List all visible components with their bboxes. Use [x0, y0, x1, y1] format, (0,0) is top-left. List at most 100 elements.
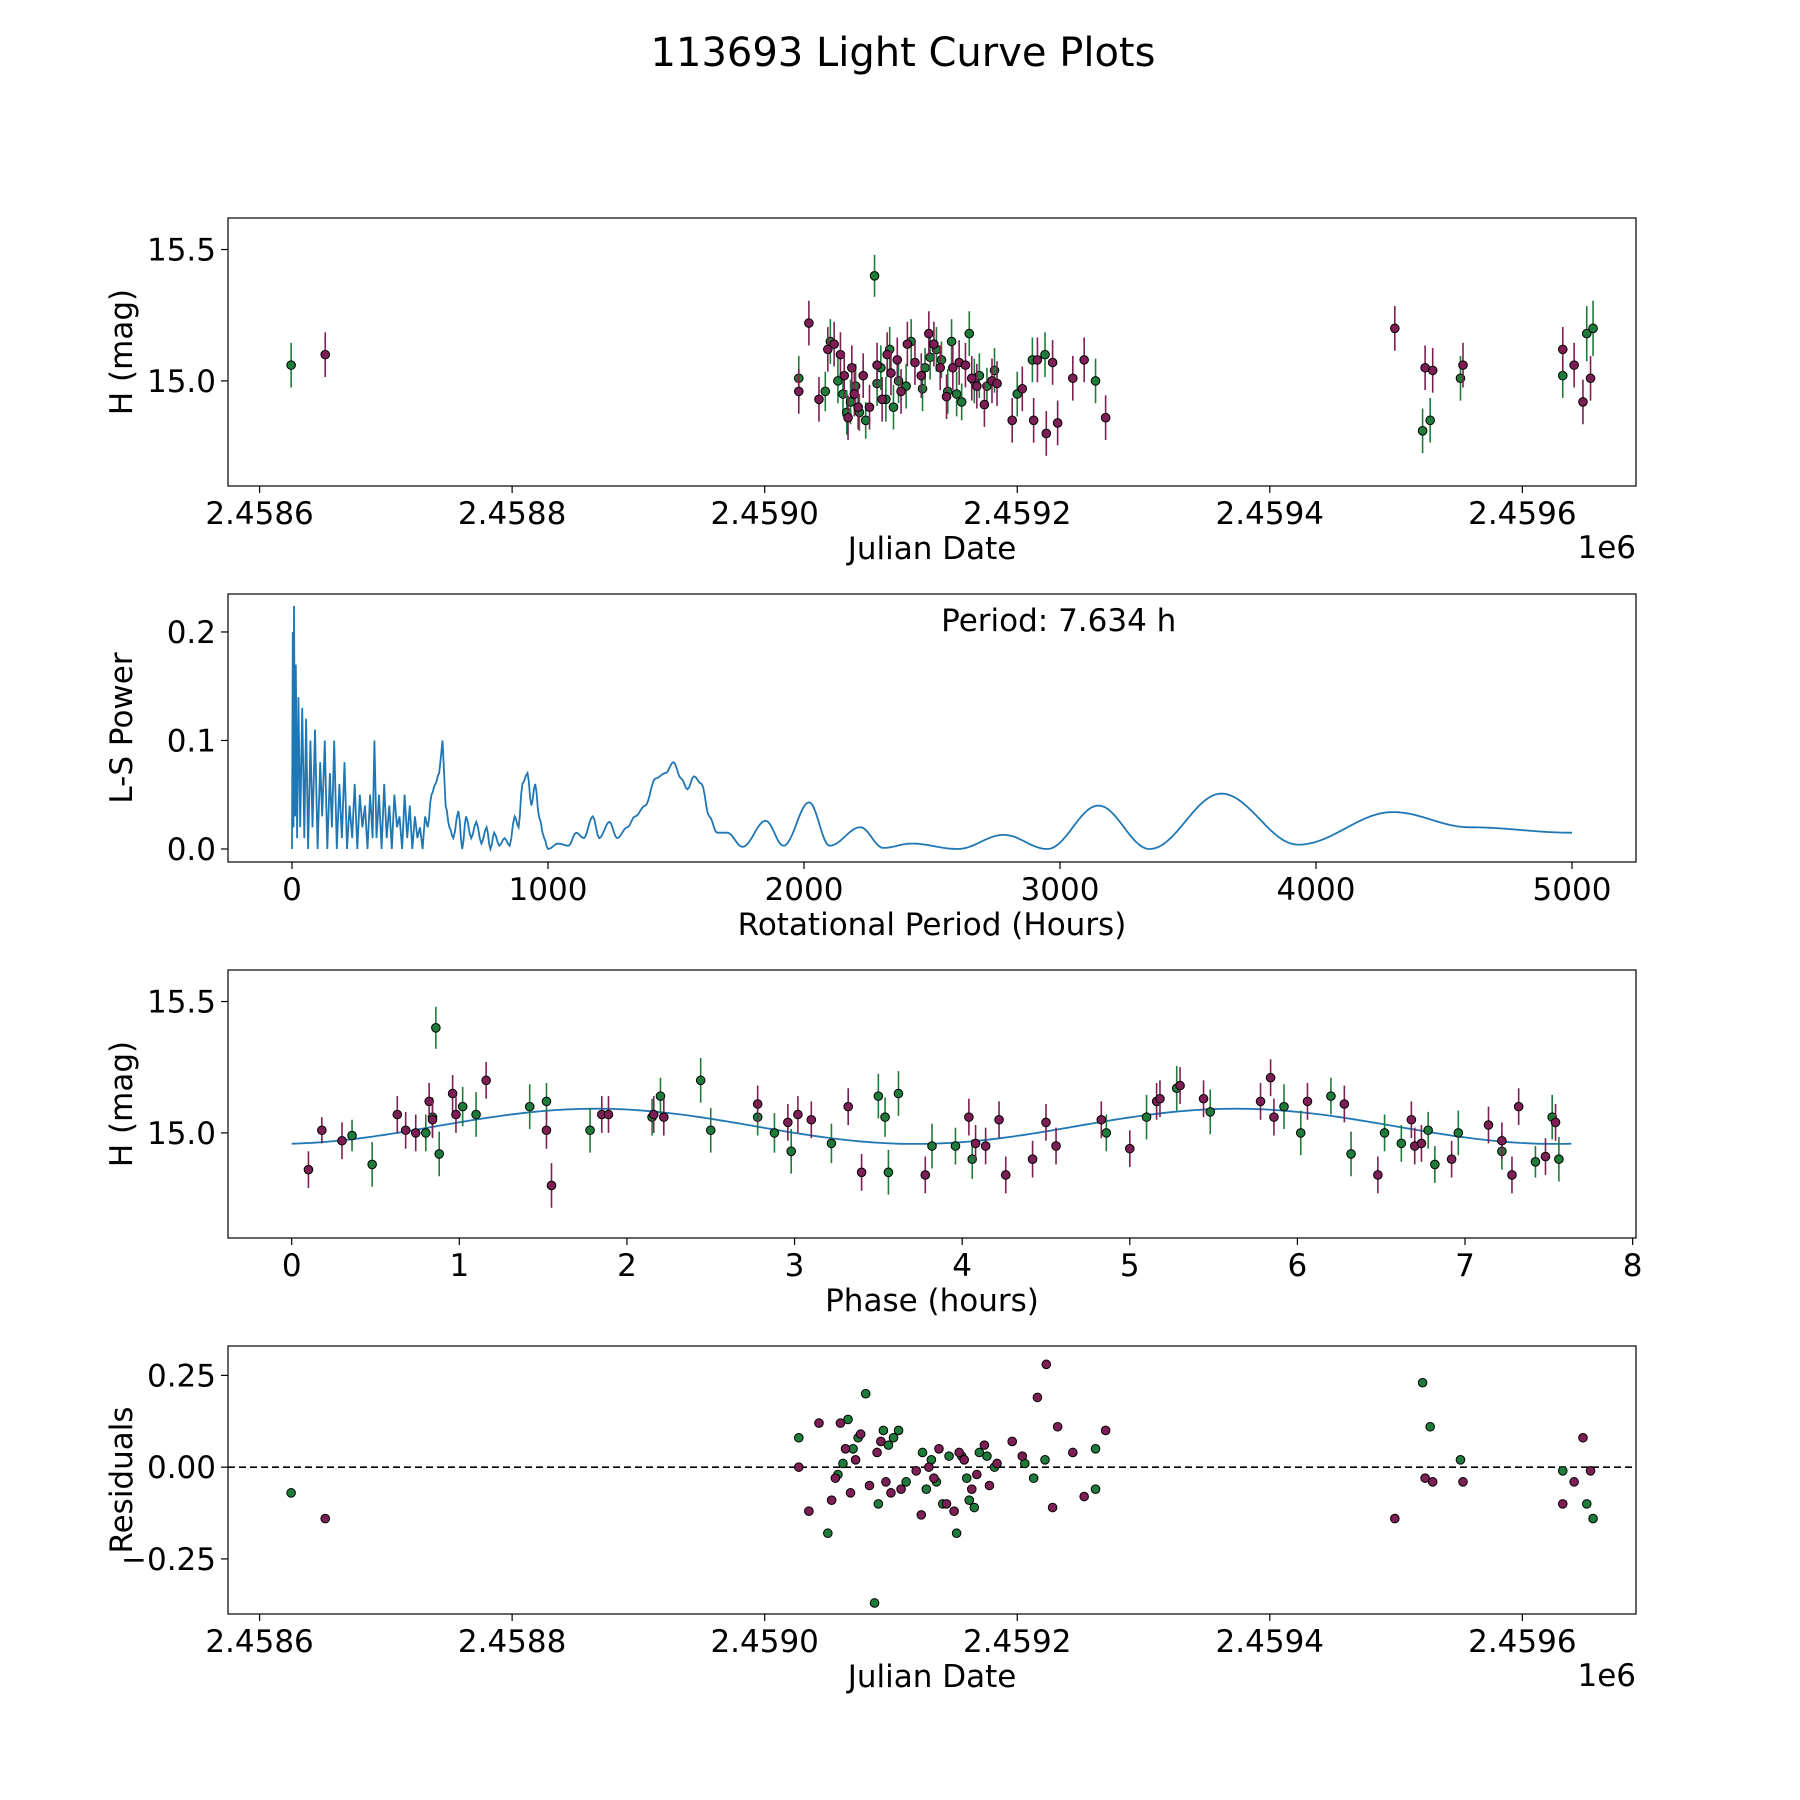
data-point	[893, 1425, 904, 1436]
x-offset-label: 1e6	[1577, 530, 1636, 566]
data-point	[951, 389, 962, 399]
x-axis-label: Julian Date	[846, 531, 1017, 567]
data-point	[1295, 1128, 1306, 1138]
x-tick-label: 1000	[509, 872, 588, 908]
data-point	[695, 1075, 706, 1086]
x-tick-label: 2.4592	[963, 496, 1071, 532]
data-point	[873, 1091, 884, 1101]
period-annotation: Period: 7.634 h	[941, 603, 1176, 639]
data-point	[949, 1506, 959, 1517]
y-tick-label: 0.00	[147, 1450, 216, 1486]
data-point	[858, 370, 868, 381]
data-point	[1090, 1443, 1101, 1454]
data-point	[970, 1138, 981, 1149]
data-point	[951, 1528, 962, 1539]
data-point	[541, 1096, 552, 1107]
data-point	[984, 1480, 995, 1491]
data-point	[317, 1125, 327, 1136]
data-point	[823, 1528, 833, 1539]
data-point	[1100, 1425, 1111, 1436]
y-tick-label: 0.1	[167, 723, 216, 759]
data-point	[1265, 1072, 1276, 1083]
data-point	[881, 1477, 891, 1487]
y-tick-label: 15.0	[147, 364, 216, 400]
data-point	[992, 1458, 1002, 1469]
data-point	[451, 1109, 461, 1120]
data-point	[974, 1447, 985, 1458]
data-point	[992, 378, 1002, 389]
data-point	[927, 1141, 937, 1151]
data-point	[1090, 376, 1101, 386]
data-point	[1302, 1096, 1313, 1107]
data-point	[1346, 1149, 1356, 1159]
data-point	[814, 1418, 824, 1428]
data-point	[839, 370, 850, 381]
data-point	[1040, 1455, 1050, 1465]
data-point	[1430, 1159, 1440, 1170]
x-tick-label: 2	[617, 1248, 637, 1284]
data-point	[956, 397, 967, 407]
data-point	[872, 360, 882, 370]
x-tick-label: 0	[282, 1248, 302, 1284]
x-tick-label: 4000	[1277, 872, 1356, 908]
plot-area-ls	[291, 605, 1572, 853]
data-point	[1420, 1473, 1430, 1483]
x-tick-label: 6	[1288, 1248, 1308, 1284]
data-point	[648, 1109, 659, 1120]
data-point	[896, 1484, 906, 1494]
data-point	[1390, 1513, 1400, 1524]
series-green	[347, 1006, 1564, 1195]
data-point	[1079, 355, 1089, 365]
x-tick-label: 2.4594	[1216, 1624, 1324, 1660]
data-point	[1390, 323, 1400, 334]
data-point	[783, 1117, 793, 1128]
data-point	[979, 1440, 990, 1450]
data-point	[1041, 1359, 1052, 1370]
data-point	[888, 402, 899, 412]
data-point	[1141, 1112, 1152, 1122]
data-point	[961, 1473, 972, 1483]
x-tick-label: 8	[1623, 1248, 1643, 1284]
x-tick-label: 2.4590	[710, 1624, 818, 1660]
data-point	[1458, 360, 1468, 370]
data-point	[1423, 1125, 1433, 1136]
y-tick-label: 0.25	[147, 1358, 216, 1394]
data-point	[392, 1109, 403, 1120]
data-point	[367, 1159, 377, 1170]
data-point	[1155, 1093, 1165, 1104]
data-point	[1007, 415, 1017, 426]
data-point	[286, 1488, 296, 1498]
data-point	[286, 360, 296, 370]
data-point	[481, 1075, 491, 1086]
data-point	[1458, 1477, 1468, 1487]
data-point	[1557, 370, 1568, 381]
data-point	[838, 1458, 848, 1469]
data-point	[337, 1135, 347, 1146]
data-point	[872, 1447, 882, 1458]
panel-ls: 0 1000 2000 3000 4000 5000 0.0 0.1 0.2 Rotational…	[104, 593, 1637, 943]
data-point	[793, 386, 804, 397]
data-point	[826, 1138, 837, 1149]
data-point	[1017, 383, 1028, 394]
data-point	[1040, 349, 1050, 360]
data-point	[964, 1495, 975, 1505]
data-point	[541, 1125, 552, 1136]
data-point	[1068, 1447, 1078, 1458]
data-point	[880, 1112, 890, 1122]
data-point	[1557, 344, 1568, 355]
data-point	[969, 1502, 980, 1513]
data-point	[1047, 357, 1058, 368]
data-point	[1079, 1491, 1089, 1502]
data-point	[860, 1388, 871, 1399]
data-point	[888, 1432, 899, 1443]
data-point	[972, 381, 982, 391]
data-point	[1041, 1117, 1051, 1128]
data-point	[921, 1484, 932, 1494]
data-point	[1255, 1096, 1266, 1107]
series-green	[286, 1377, 1598, 1608]
data-point	[873, 1499, 884, 1509]
data-point	[850, 1455, 861, 1465]
plot-area-resid	[228, 1359, 1636, 1608]
plot-area-lc	[286, 254, 1598, 456]
x-tick-label: 2.4586	[205, 1624, 313, 1660]
